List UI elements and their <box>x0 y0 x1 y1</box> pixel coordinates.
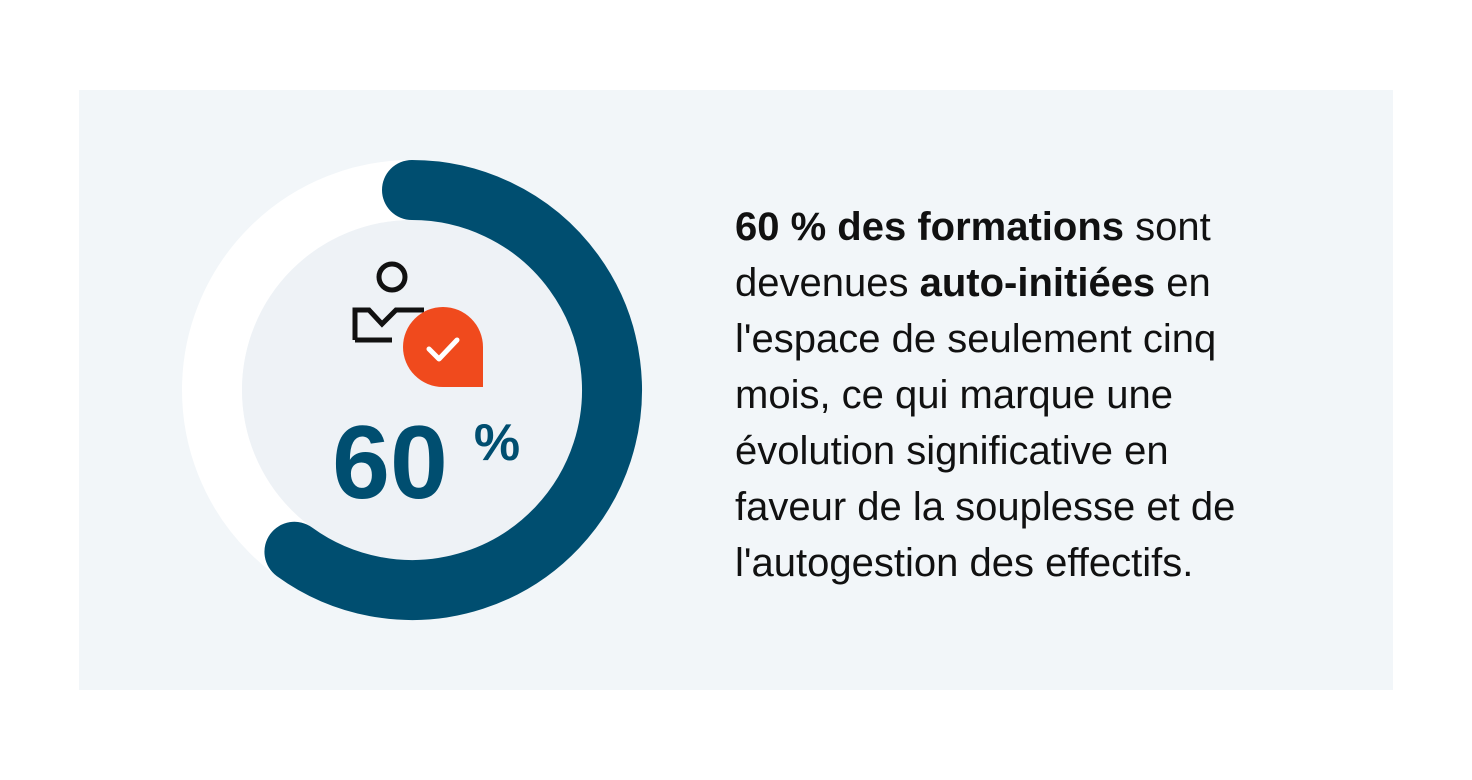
inner-disc <box>242 220 582 560</box>
donut <box>182 160 642 620</box>
text-run: mois, ce qui marque une <box>735 373 1173 417</box>
text-run: l'espace de seulement cinq <box>735 317 1216 361</box>
person-icon <box>352 261 424 343</box>
description: 60 % des formations sont devenues auto-in… <box>735 205 1235 585</box>
donut-arc <box>264 160 642 620</box>
text-run: faveur de la souplesse et de <box>735 485 1235 529</box>
text-run: l'autogestion des effectifs. <box>735 541 1193 585</box>
check-badge <box>403 307 483 387</box>
text-run: auto-initiées <box>920 261 1156 305</box>
value-label: 60 <box>332 405 448 521</box>
text-run: évolution significative en <box>735 429 1169 473</box>
text-run: devenues <box>735 261 920 305</box>
text-run: 60 % des formations <box>735 205 1124 249</box>
text-run: en <box>1155 261 1211 305</box>
unit-label: % <box>474 414 520 472</box>
text-run: sont <box>1124 205 1211 249</box>
